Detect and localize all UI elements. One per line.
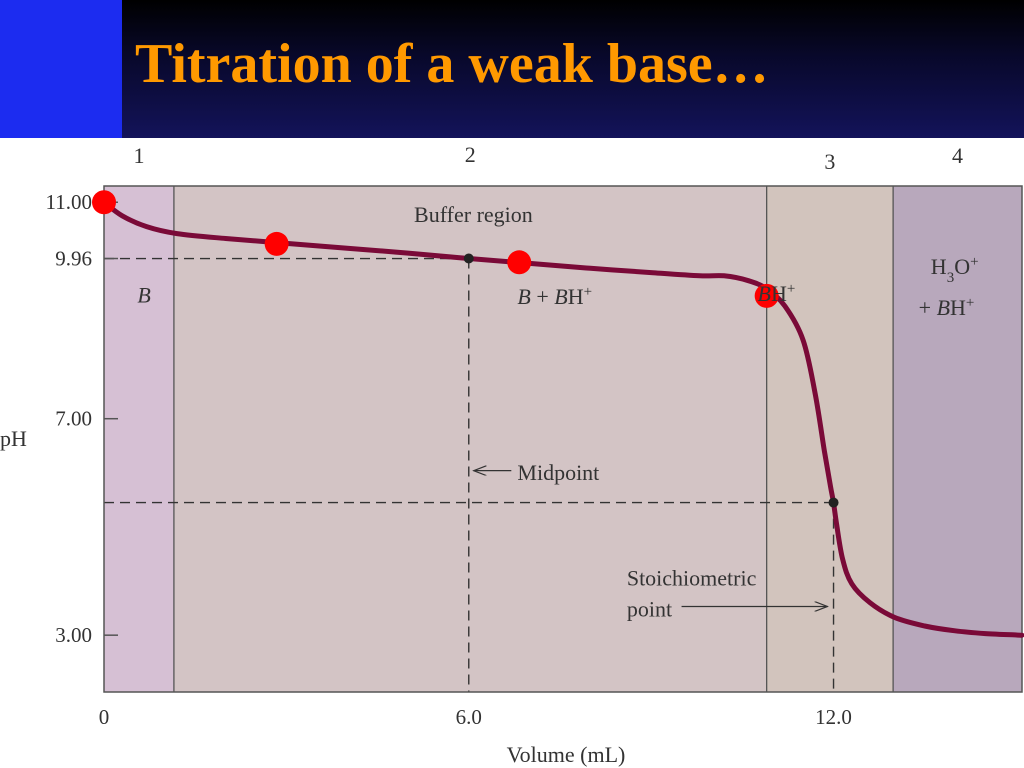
annotation-text: Midpoint bbox=[517, 460, 599, 485]
labels-layer: pH Volume (mL) 1 2 3 4 11.00 9.96 7.00 3.00 0 6.0… bbox=[0, 142, 979, 767]
accent-bar bbox=[0, 0, 122, 138]
annotation-text: Stoichiometric bbox=[627, 565, 757, 590]
x-tick-label: 12.0 bbox=[815, 705, 852, 729]
reference-point bbox=[828, 497, 839, 508]
slide-title: Titration of a weak base… bbox=[135, 33, 769, 95]
region-label: Buffer region bbox=[414, 202, 533, 227]
region-band-1 bbox=[104, 186, 174, 692]
annotation-text: point bbox=[627, 596, 672, 621]
y-tick-label: 3.00 bbox=[55, 623, 92, 647]
points-layer bbox=[92, 190, 839, 508]
y-tick-label: 11.00 bbox=[46, 190, 92, 214]
region-number-3: 3 bbox=[824, 149, 835, 174]
y-tick-label: 7.00 bbox=[55, 407, 92, 431]
region-band-4 bbox=[893, 186, 1022, 692]
region-label: B bbox=[137, 282, 150, 307]
region-bands bbox=[104, 186, 1022, 692]
region-number-2: 2 bbox=[465, 142, 476, 167]
title-banner bbox=[0, 0, 1024, 138]
x-axis-label: Volume (mL) bbox=[507, 742, 626, 767]
region-label: B + BH+ bbox=[517, 284, 592, 309]
x-tick-label: 0 bbox=[99, 705, 110, 729]
region-label: + BH+ bbox=[919, 295, 975, 320]
highlight-point bbox=[92, 190, 116, 215]
highlight-point bbox=[264, 231, 289, 256]
region-label: BH+ bbox=[758, 281, 796, 306]
highlight-point bbox=[754, 283, 779, 308]
x-tick-label: 6.0 bbox=[456, 705, 482, 729]
region-band-2 bbox=[173, 186, 767, 692]
region-number-1: 1 bbox=[133, 143, 144, 168]
y-axis-label: pH bbox=[0, 426, 27, 451]
highlight-point bbox=[507, 250, 532, 275]
region-band-3 bbox=[766, 186, 894, 692]
region-label: H3O+ bbox=[931, 254, 979, 286]
y-tick-label: 9.96 bbox=[55, 247, 92, 271]
plot-frame bbox=[103, 185, 1023, 693]
region-number-4: 4 bbox=[952, 143, 963, 168]
reference-point bbox=[463, 253, 474, 264]
guide-lines bbox=[104, 257, 835, 692]
